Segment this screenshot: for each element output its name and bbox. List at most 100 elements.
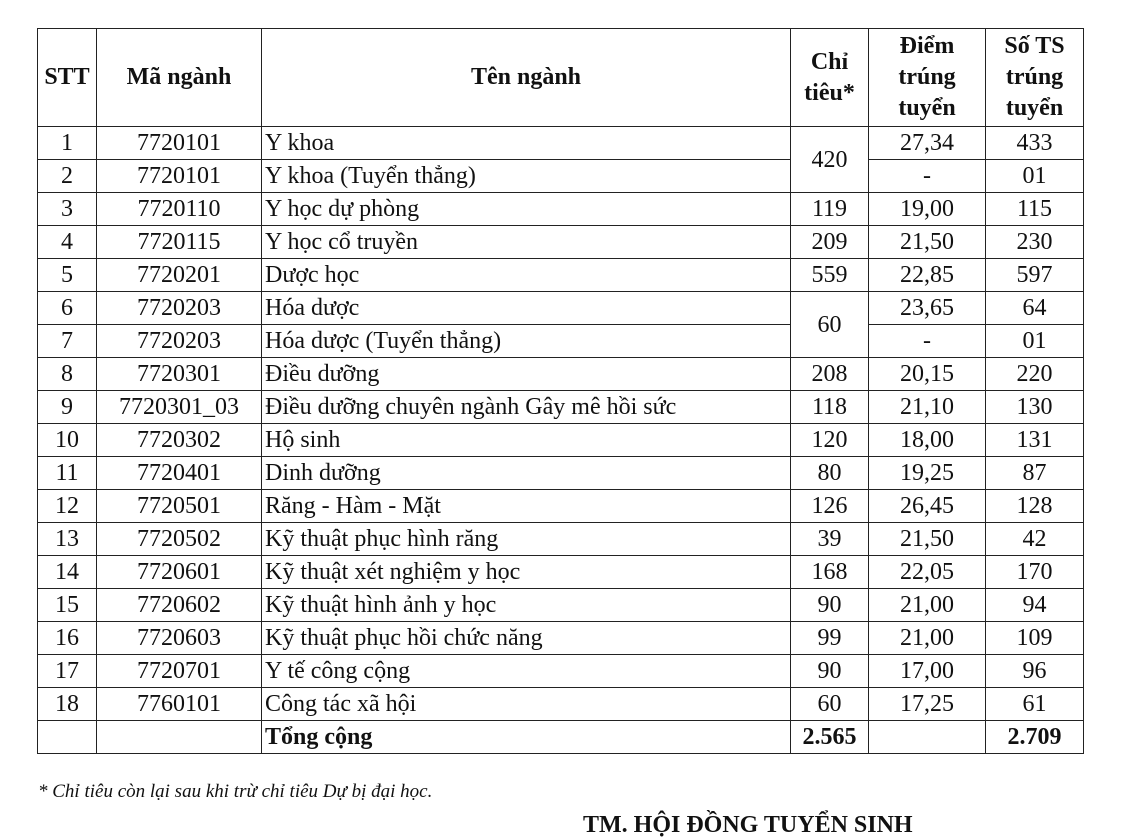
count-cell: 42 [985, 522, 1084, 556]
table-row: 13 7720502 Kỹ thuật phục hình răng 39 21,50 4… [37, 522, 1084, 556]
count-cell: 220 [985, 357, 1084, 391]
table-row: 4 7720115 Y học cổ truyền 209 21,50 230 [37, 225, 1084, 259]
score-cell: 22,05 [868, 555, 986, 589]
stt-cell: 6 [37, 291, 97, 325]
name-cell: Y khoa [261, 126, 791, 160]
quota-cell: 126 [790, 489, 869, 523]
quota-cell: 60 [790, 291, 869, 358]
quota-cell: 168 [790, 555, 869, 589]
score-cell: 21,50 [868, 225, 986, 259]
count-cell: 115 [985, 192, 1084, 226]
score-cell: 21,00 [868, 621, 986, 655]
score-cell: - [868, 159, 986, 193]
header-cell: Số TS trúng tuyển [985, 28, 1084, 127]
name-cell: Hóa dược (Tuyển thẳng) [261, 324, 791, 358]
code-cell: 7720501 [96, 489, 262, 523]
code-cell: 7760101 [96, 687, 262, 721]
quota-cell: 90 [790, 654, 869, 688]
name-cell: Kỹ thuật xét nghiệm y học [261, 555, 791, 589]
table-row: 1 7720101 Y khoa 420 27,34 433 [37, 126, 1084, 193]
code-cell: 7720302 [96, 423, 262, 457]
code-cell: 7720602 [96, 588, 262, 622]
quota-cell: 120 [790, 423, 869, 457]
header-row: STT Mã ngành Tên ngành Chỉ tiêu* Điểm trúng … [37, 28, 1084, 127]
code-cell: 7720201 [96, 258, 262, 292]
stt-cell: 4 [37, 225, 97, 259]
score-cell: 18,00 [868, 423, 986, 457]
table-row: 17 7720701 Y tế công cộng 90 17,00 96 [37, 654, 1084, 688]
name-cell: Kỹ thuật phục hình răng [261, 522, 791, 556]
count-cell: 96 [985, 654, 1084, 688]
total-label: Tổng cộng [261, 720, 791, 754]
total-count: 2.709 [985, 720, 1084, 754]
code-cell: 7720502 [96, 522, 262, 556]
header-cell: STT [37, 28, 97, 127]
code-cell: 7720110 [96, 192, 262, 226]
table-row: 12 7720501 Răng - Hàm - Mặt 126 26,45 128 [37, 489, 1084, 523]
quota-cell: 60 [790, 687, 869, 721]
code-cell: 7720401 [96, 456, 262, 490]
code-cell: 7720601 [96, 555, 262, 589]
score-cell: 21,10 [868, 390, 986, 424]
header-cell: Chỉ tiêu* [790, 28, 869, 127]
empty-cell [868, 720, 986, 754]
name-cell: Răng - Hàm - Mặt [261, 489, 791, 523]
name-cell: Dược học [261, 258, 791, 292]
empty-cell [37, 720, 97, 754]
score-cell: 19,00 [868, 192, 986, 226]
stt-cell: 10 [37, 423, 97, 457]
table-row: 16 7720603 Kỹ thuật phục hồi chức năng 99 21… [37, 621, 1084, 655]
quota-cell: 90 [790, 588, 869, 622]
header-cell: Điểm trúng tuyển [868, 28, 986, 127]
code-cell: 7720701 [96, 654, 262, 688]
score-cell: 23,65 [868, 291, 986, 325]
count-cell: 01 [985, 324, 1084, 358]
stt-cell: 14 [37, 555, 97, 589]
count-cell: 64 [985, 291, 1084, 325]
quota-cell: 420 [790, 126, 869, 193]
table-row: 8 7720301 Điều dưỡng 208 20,15 220 [37, 357, 1084, 391]
header-cell: Mã ngành [96, 28, 262, 127]
name-cell: Y tế công cộng [261, 654, 791, 688]
count-cell: 230 [985, 225, 1084, 259]
count-cell: 128 [985, 489, 1084, 523]
table-row: 5 7720201 Dược học 559 22,85 597 [37, 258, 1084, 292]
code-cell: 7720115 [96, 225, 262, 259]
table-row: 10 7720302 Hộ sinh 120 18,00 131 [37, 423, 1084, 457]
score-cell: 17,25 [868, 687, 986, 721]
count-cell: 131 [985, 423, 1084, 457]
stt-cell: 18 [37, 687, 97, 721]
stt-cell: 11 [37, 456, 97, 490]
score-cell: 27,34 [868, 126, 986, 160]
score-cell: 21,50 [868, 522, 986, 556]
name-cell: Kỹ thuật phục hồi chức năng [261, 621, 791, 655]
name-cell: Hóa dược [261, 291, 791, 325]
count-cell: 597 [985, 258, 1084, 292]
stt-cell: 8 [37, 357, 97, 391]
quota-cell: 119 [790, 192, 869, 226]
stt-cell: 2 [37, 159, 97, 193]
score-cell: 21,00 [868, 588, 986, 622]
count-cell: 94 [985, 588, 1084, 622]
code-cell: 7720301_03 [96, 390, 262, 424]
code-cell: 7720203 [96, 291, 262, 325]
score-cell: 22,85 [868, 258, 986, 292]
stt-cell: 17 [37, 654, 97, 688]
quota-cell: 559 [790, 258, 869, 292]
count-cell: 130 [985, 390, 1084, 424]
total-row: Tổng cộng 2.565 2.709 [37, 720, 1084, 754]
name-cell: Y học cổ truyền [261, 225, 791, 259]
name-cell: Điều dưỡng chuyên ngành Gây mê hồi sức [261, 390, 791, 424]
stt-cell: 13 [37, 522, 97, 556]
name-cell: Công tác xã hội [261, 687, 791, 721]
table-row: 7 7720203 Hóa dược (Tuyển thẳng) -01 [37, 324, 1084, 358]
quota-cell: 80 [790, 456, 869, 490]
quota-cell: 118 [790, 390, 869, 424]
name-cell: Kỹ thuật hình ảnh y học [261, 588, 791, 622]
footnote: * Chỉ tiêu còn lại sau khi trừ chỉ tiêu … [38, 781, 433, 802]
stt-cell: 5 [37, 258, 97, 292]
table-row: 9 7720301_03 Điều dưỡng chuyên ngành Gây m… [37, 390, 1084, 424]
stt-cell: 12 [37, 489, 97, 523]
count-cell: 109 [985, 621, 1084, 655]
